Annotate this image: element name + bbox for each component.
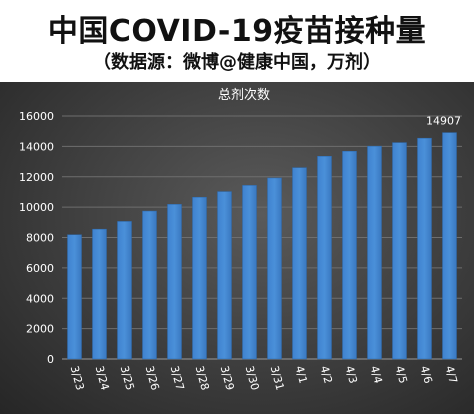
y-tick-label: 6000	[26, 262, 54, 275]
x-tick-label: 3/24	[93, 364, 112, 391]
y-tick-label: 12000	[19, 171, 54, 184]
page-title: 中国COVID-19疫苗接种量	[47, 14, 427, 49]
y-tick-label: 4000	[26, 292, 54, 305]
bar	[342, 150, 357, 360]
bar	[317, 155, 332, 360]
x-tick-label: 3/30	[243, 364, 262, 391]
x-tick-label: 4/2	[318, 364, 335, 384]
x-tick-label: 4/5	[393, 364, 410, 384]
x-tick-label: 3/25	[118, 364, 137, 391]
bar	[217, 191, 232, 360]
bar	[392, 142, 407, 360]
bar	[417, 137, 432, 360]
x-tick-label: 3/26	[143, 364, 162, 391]
bar	[92, 228, 107, 360]
x-tick-label: 4/4	[368, 364, 385, 384]
chart-title: 总剂次数	[218, 87, 270, 103]
y-tick-label: 0	[47, 353, 54, 366]
bar	[442, 132, 457, 360]
x-tick-label: 3/29	[218, 364, 237, 391]
bar	[192, 196, 207, 360]
x-tick-label: 3/27	[168, 364, 187, 391]
y-tick-label: 16000	[19, 110, 54, 123]
x-tick-label: 4/7	[443, 364, 460, 384]
bar	[267, 177, 282, 360]
x-tick-label: 4/1	[293, 364, 310, 384]
bar	[67, 234, 82, 360]
header: 中国COVID-19疫苗接种量 （数据源：微博@健康中国，万剂）	[0, 0, 474, 82]
bar	[242, 185, 257, 360]
x-tick-label: 4/6	[418, 364, 435, 384]
chart-panel: 总剂次数 0 2000 4000 6000 8000 10000 12000 14000 1600…	[0, 82, 474, 414]
bar	[292, 167, 307, 360]
x-tick-label: 3/31	[268, 364, 287, 391]
bar-chart: 总剂次数 0 2000 4000 6000 8000 10000 12000 14000 1600…	[19, 87, 462, 392]
bar	[117, 221, 132, 360]
page-subtitle: （数据源：微博@健康中国，万剂）	[93, 52, 381, 73]
y-tick-label: 2000	[26, 323, 54, 336]
bar	[167, 204, 182, 360]
bar	[142, 210, 157, 360]
bar	[367, 145, 382, 360]
y-tick-label: 10000	[19, 201, 54, 214]
x-tick-label: 3/28	[193, 364, 212, 391]
y-tick-label: 8000	[26, 232, 54, 245]
data-label: 14907	[426, 115, 461, 128]
y-tick-label: 14000	[19, 140, 54, 153]
x-tick-label: 3/23	[68, 364, 87, 391]
x-tick-label: 4/3	[343, 364, 360, 384]
